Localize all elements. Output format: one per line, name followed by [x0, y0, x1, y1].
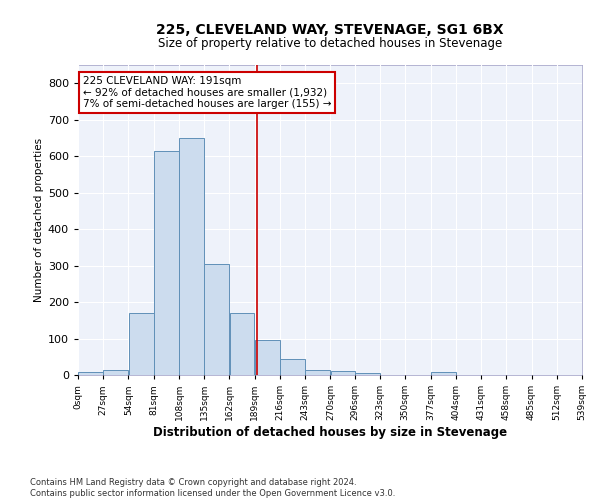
Bar [355, 373, 380, 375]
Bar [331, 372, 355, 375]
Bar [431, 372, 455, 375]
Text: Contains HM Land Registry data © Crown copyright and database right 2024.
Contai: Contains HM Land Registry data © Crown c… [30, 478, 395, 498]
Bar [179, 138, 204, 375]
X-axis label: Distribution of detached houses by size in Stevenage: Distribution of detached houses by size … [153, 426, 507, 439]
Y-axis label: Number of detached properties: Number of detached properties [34, 138, 44, 302]
Bar [255, 340, 280, 375]
Bar [280, 358, 305, 375]
Bar [129, 313, 154, 375]
Bar [230, 313, 254, 375]
Bar [103, 370, 128, 375]
Bar [78, 372, 103, 375]
Text: 225 CLEVELAND WAY: 191sqm
← 92% of detached houses are smaller (1,932)
7% of sem: 225 CLEVELAND WAY: 191sqm ← 92% of detac… [83, 76, 331, 109]
Bar [305, 370, 330, 375]
Text: 225, CLEVELAND WAY, STEVENAGE, SG1 6BX: 225, CLEVELAND WAY, STEVENAGE, SG1 6BX [156, 22, 504, 36]
Bar [154, 150, 179, 375]
Text: Size of property relative to detached houses in Stevenage: Size of property relative to detached ho… [158, 38, 502, 51]
Bar [205, 264, 229, 375]
